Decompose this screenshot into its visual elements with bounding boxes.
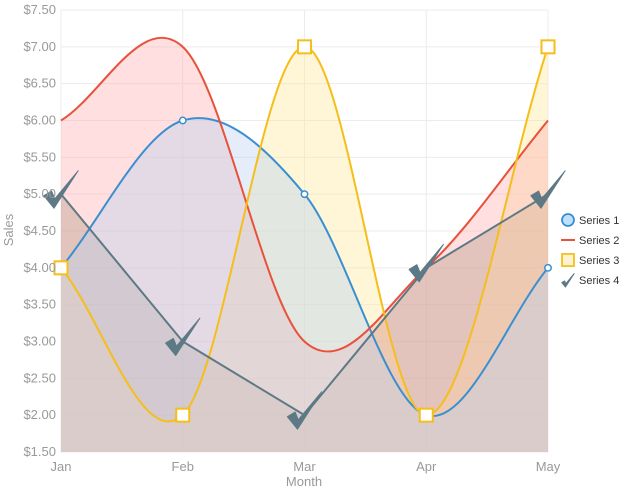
legend-item-series-2[interactable]: Series 2 — [561, 235, 619, 247]
legend-item-series-4[interactable]: Series 4 — [561, 273, 620, 288]
y-tick-label: $5.00 — [23, 186, 56, 201]
marker-series-1 — [178, 116, 187, 125]
y-tick-label: $6.00 — [23, 113, 56, 128]
legend-label: Series 1 — [579, 215, 619, 227]
legend-swatch-square — [561, 253, 575, 267]
marker-series-4 — [408, 243, 444, 283]
marker-series-3 — [175, 407, 191, 423]
marker-series-4 — [286, 391, 323, 430]
area-series-3 — [61, 46, 548, 452]
y-axis-ticks: $1.50 $2.00 $2.50 $3.00 $3.50 $4.00 $4.50 $5.00… — [23, 2, 56, 459]
line-series-2 — [60, 36, 549, 353]
marker-series-3 — [53, 260, 69, 276]
legend-item-series-3[interactable]: Series 3 — [561, 253, 619, 267]
area-series-2 — [61, 37, 548, 453]
x-axis-title: Month — [286, 474, 322, 489]
x-tick-label: Feb — [172, 459, 194, 474]
y-tick-label: $5.50 — [23, 149, 56, 164]
legend-swatch-check — [561, 273, 575, 288]
x-tick-label: Apr — [416, 459, 437, 474]
y-tick-label: $2.00 — [23, 407, 56, 422]
series-markers — [43, 39, 566, 430]
y-tick-label: $2.50 — [23, 370, 56, 385]
line-series-1 — [60, 117, 549, 418]
marker-series-4 — [165, 317, 201, 357]
marker-series-4 — [43, 170, 79, 209]
y-tick-label: $7.00 — [23, 39, 56, 54]
area-series-4 — [61, 194, 548, 452]
y-axis-title: Sales — [1, 213, 16, 246]
marker-series-1 — [300, 190, 309, 199]
legend-swatch-circle — [561, 213, 575, 227]
y-tick-label: $6.50 — [23, 76, 56, 91]
x-tick-label: Mar — [293, 459, 316, 474]
y-tick-label: $1.50 — [23, 444, 56, 459]
x-axis-ticks: Jan Feb Mar Apr May — [51, 459, 561, 474]
y-tick-label: $7.50 — [23, 2, 56, 17]
legend-label: Series 4 — [579, 275, 619, 287]
marker-series-1 — [544, 263, 552, 272]
marker-series-4 — [530, 170, 566, 209]
legend-item-series-1[interactable]: Series 1 — [561, 213, 619, 227]
marker-series-3 — [297, 39, 312, 55]
marker-series-3 — [540, 39, 556, 55]
series-areas — [61, 37, 548, 453]
legend-label: Series 3 — [579, 255, 619, 267]
area-series-1 — [61, 118, 548, 452]
y-tick-label: $4.50 — [23, 223, 56, 238]
x-tick-label: May — [536, 459, 561, 474]
y-tick-label: $3.00 — [23, 334, 56, 349]
x-tick-label: Jan — [51, 459, 72, 474]
legend[interactable]: Series 1 Series 2 Series 3 Series 4 — [561, 213, 620, 288]
y-tick-label: $4.00 — [23, 260, 56, 275]
y-tick-label: $3.50 — [23, 297, 56, 312]
line-series-3 — [60, 45, 549, 423]
grid-lines — [60, 9, 549, 453]
marker-series-3 — [418, 407, 434, 423]
legend-label: Series 2 — [579, 235, 619, 247]
